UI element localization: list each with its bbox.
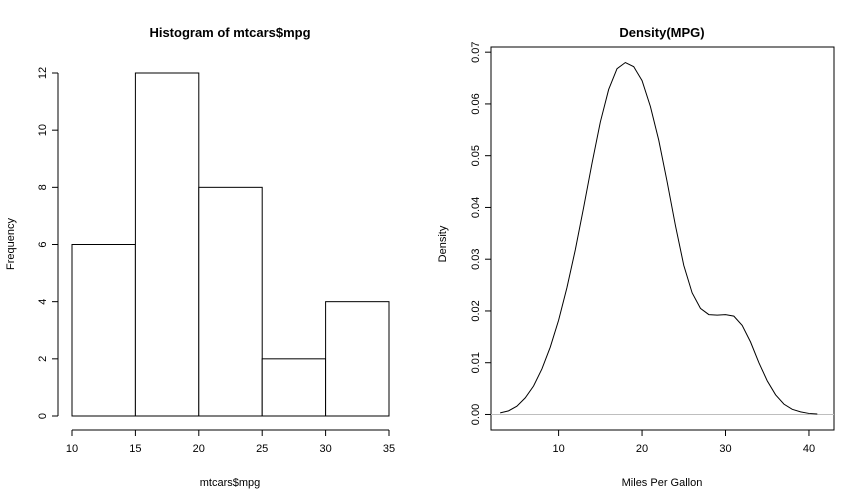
- histogram-y-label: Frequency: [5, 218, 17, 270]
- density-y-tick-label: 0.03: [470, 248, 482, 269]
- density-x-tick-label: 30: [719, 443, 731, 455]
- histogram-bar: [71, 244, 136, 417]
- histogram-bar: [325, 301, 390, 417]
- histogram-x-tick-label: 25: [256, 443, 268, 455]
- histogram-x-label: mtcars$mpg: [200, 477, 261, 489]
- histogram-y-tick-label: 12: [37, 67, 49, 79]
- histogram-x-tick-label: 10: [66, 443, 78, 455]
- density-y-tick-label: 0.07: [470, 41, 482, 62]
- histogram-x-axis: 10 15 20 25 30 35: [66, 429, 395, 455]
- histogram-y-tick-label: 8: [37, 184, 49, 190]
- density-y-axis: 0.00 0.01 0.02 0.03 0.04 0.05 0.06 0.07: [470, 41, 491, 425]
- histogram-bar: [134, 72, 200, 417]
- histogram-bars: [71, 72, 390, 417]
- density-y-tick-label: 0.06: [470, 93, 482, 114]
- density-y-tick-label: 0.05: [470, 145, 482, 166]
- histogram-bar: [261, 358, 327, 417]
- density-title: Density(MPG): [619, 25, 704, 40]
- density-y-tick-label: 0.04: [470, 197, 482, 218]
- density-y-label: Density: [437, 225, 449, 262]
- density-x-axis: 10 20 30 40: [552, 430, 815, 455]
- density-panel: Density(MPG) Miles Per Gallon Density 10…: [437, 25, 835, 489]
- density-y-tick-label: 0.02: [470, 300, 482, 321]
- histogram-x-tick-label: 15: [129, 443, 141, 455]
- density-x-tick-label: 10: [552, 443, 564, 455]
- density-x-tick-label: 40: [803, 443, 815, 455]
- histogram-panel: Histogram of mtcars$mpg mtcars$mpg Frequ…: [5, 25, 395, 489]
- histogram-y-axis: 0 2 4 6 8 10 12: [37, 67, 59, 419]
- histogram-y-tick-label: 2: [37, 356, 49, 362]
- density-y-tick-label: 0.00: [470, 404, 482, 425]
- density-x-label: Miles Per Gallon: [622, 477, 703, 489]
- histogram-x-tick-label: 20: [193, 443, 205, 455]
- histogram-y-tick-label: 10: [37, 124, 49, 136]
- histogram-y-tick-label: 0: [37, 413, 49, 419]
- histogram-title: Histogram of mtcars$mpg: [149, 25, 310, 40]
- density-curve: [500, 61, 818, 415]
- density-plot-box: [490, 46, 835, 431]
- histogram-bar: [198, 186, 263, 417]
- density-y-tick-label: 0.01: [470, 352, 482, 373]
- histogram-x-tick-label: 30: [319, 443, 331, 455]
- histogram-y-tick-label: 4: [37, 299, 49, 305]
- histogram-y-tick-label: 6: [37, 241, 49, 247]
- histogram-x-tick-label: 35: [383, 443, 395, 455]
- density-x-tick-label: 20: [636, 443, 648, 455]
